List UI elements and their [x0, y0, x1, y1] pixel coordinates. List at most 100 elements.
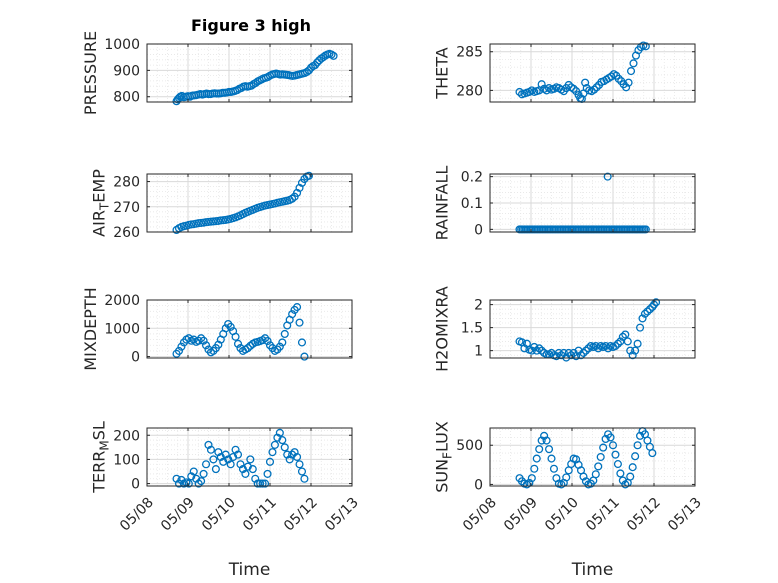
- data-point: [226, 322, 235, 331]
- y-axis-label: THETA: [433, 47, 452, 99]
- data-point: [297, 338, 307, 347]
- data-point: [288, 310, 297, 319]
- data-point: [201, 341, 211, 350]
- y-axis-label: PRESSURE: [81, 31, 100, 115]
- data-point: [559, 348, 568, 357]
- data-point: [189, 335, 198, 344]
- subplot-6: 1 1.5 2 H2OMIXRA: [433, 286, 696, 372]
- y-axis-label-part: SUN: [433, 459, 452, 493]
- y-axis-label: MIXDEPTH: [81, 287, 100, 370]
- data-point: [621, 330, 630, 339]
- data-point: [199, 336, 208, 345]
- data-point: [211, 465, 220, 474]
- axes-box: [146, 427, 353, 487]
- data-point: [624, 78, 633, 87]
- y-axis-label-part: AIR: [90, 210, 109, 237]
- data-point: [174, 346, 184, 355]
- data-point: [636, 323, 645, 332]
- data-point: [626, 346, 635, 355]
- y-tick-label: 900: [113, 63, 140, 79]
- data-point: [564, 348, 573, 357]
- data-point: [599, 443, 608, 452]
- data-point: [643, 307, 652, 316]
- data-point: [304, 171, 314, 180]
- y-tick-label: 260: [113, 225, 140, 241]
- data-point: [540, 431, 549, 440]
- data-point: [606, 433, 615, 442]
- data-point: [530, 464, 539, 473]
- y-tick-label: 0: [474, 222, 483, 238]
- data-point: [197, 477, 206, 486]
- data-point: [236, 460, 245, 469]
- x-axis-label: Time: [571, 560, 614, 580]
- data-point: [258, 479, 267, 488]
- data-point: [233, 339, 243, 348]
- y-tick-label: 0: [131, 477, 140, 493]
- y-tick-label: 2000: [104, 293, 140, 309]
- data-point: [194, 336, 203, 345]
- axes-box: [489, 427, 696, 487]
- data-point: [569, 84, 578, 93]
- data-point: [576, 351, 586, 360]
- data-point: [564, 80, 573, 90]
- data-point: [295, 460, 304, 469]
- data-point: [648, 449, 657, 458]
- y-tick-label: 800: [113, 90, 140, 106]
- data-point: [233, 450, 243, 459]
- data-point: [261, 479, 270, 488]
- data-point: [532, 346, 541, 355]
- y-tick-label: 0: [131, 350, 140, 366]
- y-axis-label-part: MIXDEPTH: [81, 287, 100, 370]
- data-point: [306, 63, 316, 72]
- data-point: [243, 344, 252, 353]
- y-tick-label: 280: [456, 83, 483, 99]
- data-point: [567, 351, 576, 360]
- data-point: [224, 455, 233, 464]
- data-point: [515, 87, 524, 96]
- y-tick-label: 1.5: [461, 321, 483, 337]
- y-axis-label-subscript: M: [98, 440, 112, 450]
- y-tick-label: 285: [456, 45, 483, 61]
- data-point: [247, 81, 256, 90]
- data-point: [246, 455, 255, 464]
- y-tick-label: 100: [113, 452, 140, 468]
- y-axis-label-part: TERR: [90, 451, 109, 494]
- data-point: [629, 59, 638, 68]
- data-point: [194, 479, 203, 488]
- data-point: [590, 85, 599, 94]
- data-point: [631, 346, 640, 355]
- y-axis-label: TERRMSL: [90, 421, 112, 494]
- data-point: [243, 462, 252, 471]
- axes-box: [489, 43, 696, 103]
- data-point: [241, 469, 250, 478]
- data-point: [187, 472, 196, 481]
- y-tick-label: 200: [113, 428, 140, 444]
- data-point: [300, 474, 309, 483]
- data-point: [537, 436, 546, 445]
- y-axis-label-part: H2OMIXRA: [433, 286, 452, 372]
- data-point: [581, 346, 590, 355]
- data-point: [579, 348, 588, 357]
- data-point: [278, 338, 287, 347]
- data-point: [535, 445, 544, 454]
- data-point: [263, 336, 272, 346]
- data-point: [263, 469, 272, 478]
- data-point: [633, 441, 642, 450]
- data-point: [258, 336, 267, 345]
- data-point: [584, 344, 593, 353]
- axes-box: [489, 299, 696, 359]
- y-tick-label: 0.2: [461, 170, 483, 186]
- data-point: [209, 455, 218, 464]
- data-point: [231, 445, 240, 454]
- axes-background: [147, 428, 352, 486]
- data-point: [204, 440, 213, 449]
- data-point: [201, 460, 211, 469]
- data-point: [613, 460, 622, 469]
- data-point: [184, 479, 193, 488]
- data-point: [633, 339, 642, 348]
- data-point: [297, 467, 307, 476]
- data-point: [283, 450, 292, 459]
